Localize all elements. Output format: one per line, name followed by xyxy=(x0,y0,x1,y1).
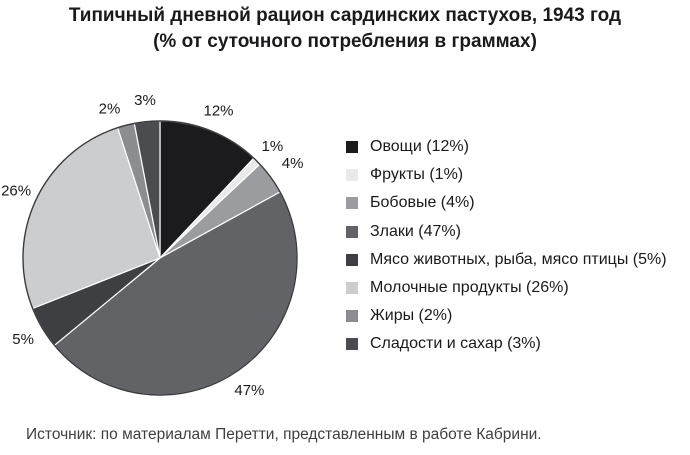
chart-title-block: Типичный дневной рацион сардинских пасту… xyxy=(0,3,690,55)
legend-item-3: Злаки (47%) xyxy=(346,218,667,246)
pie-value-label-6: 2% xyxy=(99,100,121,117)
legend-swatch-5 xyxy=(346,282,358,295)
legend-item-5: Молочные продукты (26%) xyxy=(346,274,667,302)
legend-label-6: Жиры (2%) xyxy=(370,307,453,325)
pie-value-label-3: 47% xyxy=(234,382,264,399)
legend-swatch-4 xyxy=(346,253,358,266)
legend-label-2: Бобовые (4%) xyxy=(370,194,475,212)
legend-item-7: Сладости и сахар (3%) xyxy=(346,330,667,358)
pie-value-label-4: 5% xyxy=(12,331,34,348)
legend-item-6: Жиры (2%) xyxy=(346,302,667,330)
legend-label-0: Овощи (12%) xyxy=(370,138,469,156)
pie-value-label-2: 4% xyxy=(282,155,304,172)
chart-subtitle: (% от суточного потребления в граммах) xyxy=(153,31,537,52)
legend-item-1: Фрукты (1%) xyxy=(346,161,667,189)
legend-swatch-7 xyxy=(346,338,358,351)
legend-label-3: Злаки (47%) xyxy=(370,222,461,240)
legend-item-0: Овощи (12%) xyxy=(346,133,667,161)
source-note: Источник: по материалам Перетти, предста… xyxy=(26,426,542,443)
legend-swatch-2 xyxy=(346,197,358,210)
pie-outline xyxy=(22,120,298,396)
legend-swatch-1 xyxy=(346,169,358,182)
legend-label-4: Мясо животных, рыба, мясо птицы (5%) xyxy=(370,250,667,268)
legend-label-7: Сладости и сахар (3%) xyxy=(370,335,541,353)
legend-swatch-6 xyxy=(346,310,358,323)
chart-title: Типичный дневной рацион сардинских пасту… xyxy=(68,5,622,26)
legend-swatch-0 xyxy=(346,141,358,154)
legend-label-1: Фрукты (1%) xyxy=(370,166,464,184)
legend-swatch-3 xyxy=(346,225,358,238)
legend-label-5: Молочные продукты (26%) xyxy=(370,279,569,297)
pie-value-label-1: 1% xyxy=(262,138,284,155)
pie-value-label-0: 12% xyxy=(203,102,233,119)
legend-item-4: Мясо животных, рыба, мясо птицы (5%) xyxy=(346,246,667,274)
pie-chart: 12% 1%4% 47% 5% 26% 2% 3% xyxy=(1,92,304,399)
legend: Овощи (12%) Фрукты (1%) Бобовые (4%) Злаки … xyxy=(346,133,667,359)
pie-value-label-5: 26% xyxy=(1,183,31,200)
pie-value-label-7: 3% xyxy=(134,92,156,109)
legend-item-2: Бобовые (4%) xyxy=(346,189,667,217)
